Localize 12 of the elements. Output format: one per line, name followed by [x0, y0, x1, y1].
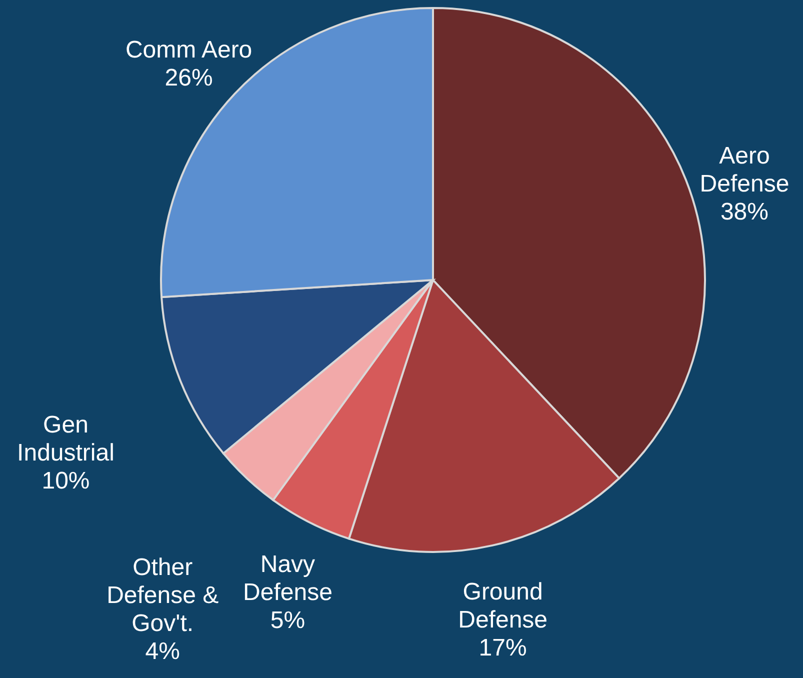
data-label: 10%	[42, 467, 90, 494]
slice-label: Aero Defense	[700, 142, 790, 198]
data-label: 17%	[478, 634, 527, 662]
data-label: 4%	[145, 638, 180, 665]
slice-label: Ground Defense	[458, 578, 548, 634]
slice-label: Comm Aero	[125, 36, 252, 64]
slice-label: Navy Defense	[243, 551, 332, 606]
data-label: 5%	[270, 607, 306, 634]
data-label: 26%	[164, 64, 213, 92]
slice-label: Other Defense & Gov't.	[106, 554, 219, 637]
slice-label: Gen Industrial	[17, 411, 114, 466]
data-label: 38%	[720, 198, 768, 226]
